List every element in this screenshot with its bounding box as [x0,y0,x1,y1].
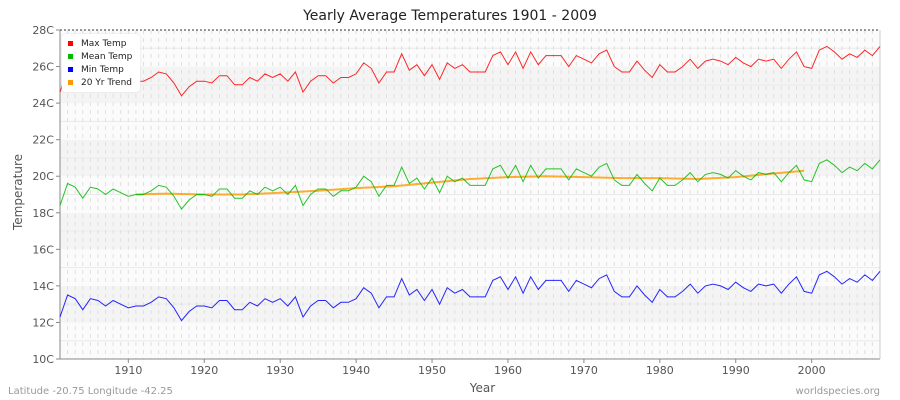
x-tick-label: 1930 [266,364,294,377]
y-tick-label: 16C [32,243,54,256]
legend-item-min: Min Temp [68,63,132,76]
legend-label: Min Temp [81,64,124,75]
y-tick-label: 10C [32,353,54,366]
x-tick-label: 1940 [342,364,370,377]
legend-label: 20 Yr Trend [81,77,133,88]
x-tick-label: 2000 [798,364,826,377]
chart-title: Yearly Average Temperatures 1901 - 2009 [303,8,597,24]
x-axis-label: Year [469,381,496,395]
legend-label: Max Temp [81,38,127,49]
y-tick-label: 26C [32,61,54,74]
legend-label: Mean Temp [81,51,133,62]
legend-swatch [68,54,73,59]
site-credit: worldspecies.org [795,386,880,397]
x-tick-label: 1950 [418,364,446,377]
max-temp-line [59,45,881,97]
location-caption: Latitude -20.75 Longitude -42.25 [8,386,173,397]
y-tick-label: 12C [32,316,54,329]
y-tick-label: 24C [32,97,54,110]
y-tick-label: 22C [32,134,54,147]
x-tick-label: 1990 [722,364,750,377]
legend: Max Temp Mean Temp Min Temp 20 Yr Trend [62,34,141,92]
legend-swatch [68,80,73,85]
y-tick-label: 20C [32,170,54,183]
legend-item-trend: 20 Yr Trend [68,76,132,89]
trend-line [135,169,805,196]
y-tick-label: 14C [32,280,54,293]
legend-swatch [68,41,73,46]
y-tick-label: 18C [32,207,54,220]
x-tick-label: 1980 [646,364,674,377]
x-tick-label: 1960 [494,364,522,377]
min-temp-line [59,270,881,322]
y-tick-label: 28C [32,24,54,37]
x-tick-label: 1920 [190,364,218,377]
x-tick-label: 1910 [114,364,142,377]
legend-swatch [68,67,73,72]
mean-temp-line [59,159,881,210]
x-tick-label: 1970 [570,364,598,377]
legend-item-mean: Mean Temp [68,50,132,63]
legend-item-max: Max Temp [68,37,132,50]
